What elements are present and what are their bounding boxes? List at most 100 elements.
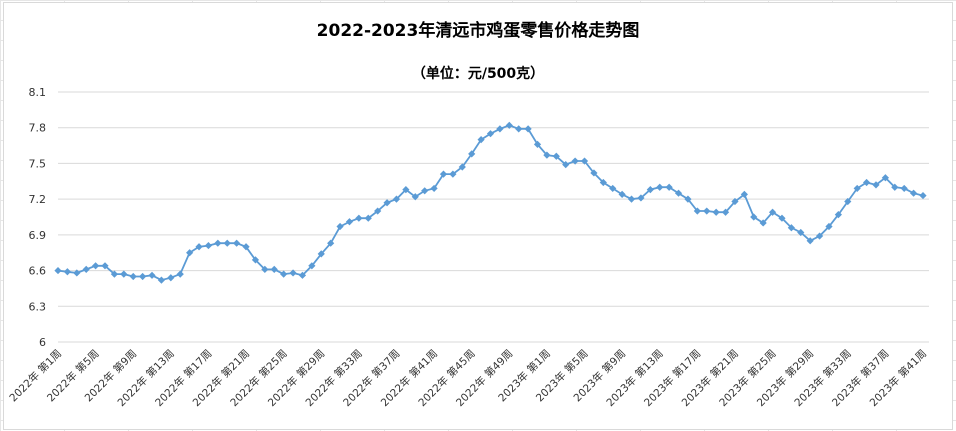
data-point-marker: [402, 186, 410, 194]
price-series-markers: [54, 121, 927, 284]
data-point-marker: [815, 232, 824, 240]
data-point-marker: [674, 189, 683, 197]
data-point-marker: [477, 136, 485, 144]
data-point-marker: [505, 121, 513, 129]
chart-subtitle: （单位：元/500克）: [412, 65, 544, 82]
data-point-marker: [590, 169, 598, 177]
data-point-marker: [167, 274, 175, 282]
data-point-marker: [430, 184, 438, 193]
data-point-marker: [609, 184, 617, 193]
data-point-marker: [63, 268, 72, 276]
y-tick-label: 6: [39, 336, 46, 349]
data-point-marker: [656, 183, 664, 191]
data-point-marker: [73, 269, 81, 277]
y-tick-label: 6.3: [29, 300, 47, 313]
data-point-marker: [439, 170, 448, 178]
data-point-marker: [693, 207, 701, 215]
data-point-marker: [280, 270, 288, 278]
data-point-marker: [684, 195, 692, 203]
data-point-marker: [496, 125, 504, 133]
data-point-marker: [392, 195, 401, 203]
data-point-marker: [787, 224, 795, 232]
data-point-marker: [891, 183, 899, 191]
chart-title: 2022-2023年清远市鸡蛋零售价格走势图: [317, 20, 640, 41]
data-point-marker: [919, 191, 927, 200]
data-point-marker: [364, 214, 372, 222]
data-point-marker: [129, 272, 137, 281]
chart-area[interactable]: [3, 2, 953, 430]
data-point-marker: [909, 189, 918, 197]
data-point-marker: [599, 178, 607, 187]
data-point-marker: [139, 272, 147, 281]
data-point-marker: [740, 190, 748, 198]
y-gridlines: [58, 91, 929, 307]
data-point-marker: [468, 150, 476, 158]
data-point-marker: [665, 183, 673, 191]
data-point-marker: [797, 228, 805, 237]
data-point-marker: [825, 222, 833, 231]
data-point-marker: [317, 250, 325, 258]
data-point-marker: [308, 262, 316, 270]
data-point-marker: [646, 186, 654, 194]
data-point-marker: [345, 218, 354, 226]
y-tick-label: 7.5: [29, 157, 47, 170]
data-point-marker: [242, 243, 250, 251]
data-point-marker: [355, 214, 363, 222]
data-point-marker: [768, 208, 777, 216]
data-point-marker: [82, 265, 90, 273]
data-point-marker: [712, 208, 720, 216]
data-point-marker: [214, 239, 222, 247]
data-point-marker: [176, 270, 184, 278]
data-point-marker: [101, 262, 109, 270]
y-tick-label: 8.1: [29, 86, 47, 99]
data-point-marker: [336, 222, 344, 231]
data-point-marker: [251, 256, 260, 264]
y-tick-label: 7.2: [29, 193, 47, 206]
data-point-marker: [327, 239, 335, 247]
y-tick-label: 7.8: [29, 122, 47, 135]
data-point-marker: [533, 140, 542, 148]
data-point-marker: [270, 265, 278, 273]
data-point-marker: [157, 276, 166, 284]
data-point-marker: [731, 197, 739, 206]
y-axis-tick-labels: 6 6.3 6.6 6.9 7.2 7.5 7.8 8.1: [29, 86, 47, 349]
data-point-marker: [759, 219, 767, 227]
data-point-marker: [92, 262, 100, 270]
data-point-marker: [844, 197, 852, 206]
data-point-marker: [750, 213, 758, 221]
data-point-marker: [627, 195, 636, 203]
price-series-line: [57, 124, 924, 282]
data-point-marker: [637, 194, 645, 202]
data-point-marker: [834, 211, 842, 219]
data-point-marker: [458, 163, 466, 171]
data-point-marker: [806, 237, 814, 245]
data-point-marker: [54, 266, 62, 275]
data-point-marker: [778, 214, 786, 222]
data-point-marker: [571, 157, 579, 165]
data-point-marker: [298, 271, 307, 279]
data-point-marker: [148, 271, 156, 279]
data-point-marker: [721, 208, 730, 216]
data-point-marker: [900, 184, 908, 193]
data-point-marker: [110, 270, 119, 278]
data-point-marker: [223, 239, 231, 247]
data-point-marker: [120, 270, 128, 278]
data-point-marker: [853, 184, 861, 193]
data-point-marker: [515, 125, 523, 133]
data-point-marker: [233, 239, 241, 247]
data-point-marker: [881, 174, 889, 182]
data-point-marker: [186, 249, 194, 257]
data-point-marker: [524, 125, 532, 133]
data-point-marker: [862, 178, 871, 187]
data-point-marker: [618, 190, 626, 198]
y-tick-label: 6.9: [29, 229, 47, 242]
data-point-marker: [872, 181, 880, 189]
y-tick-label: 6.6: [29, 265, 47, 278]
data-point-marker: [411, 193, 419, 201]
data-point-marker: [562, 161, 570, 169]
data-point-marker: [383, 199, 391, 207]
data-point-marker: [486, 130, 495, 138]
data-point-marker: [543, 151, 551, 159]
data-point-marker: [261, 265, 269, 273]
